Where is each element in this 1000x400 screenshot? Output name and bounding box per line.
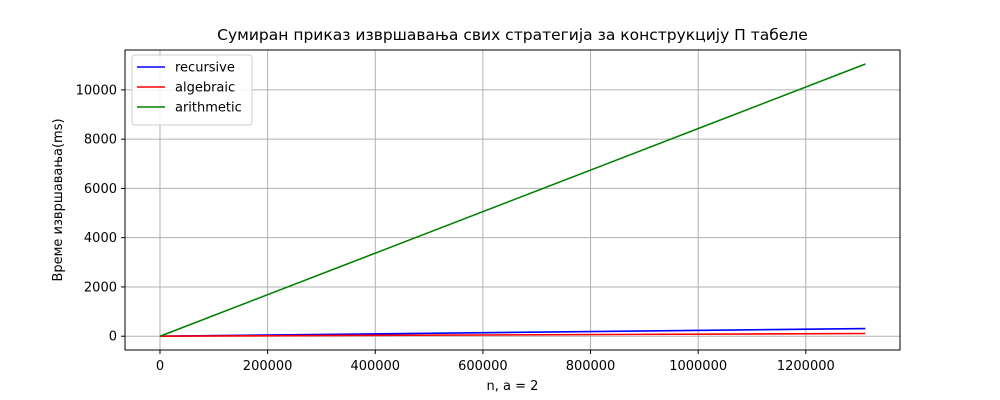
y-tick-label: 4000 <box>84 231 117 246</box>
axis-ticks: 0 200000 400000 600000 800000 1000000 1200000 0… <box>76 83 835 374</box>
y-tick-label: 2000 <box>84 280 117 295</box>
x-tick-label: 600000 <box>458 359 508 374</box>
plot-frame <box>124 49 901 351</box>
x-tick-label: 1200000 <box>777 359 835 374</box>
y-tick-label: 10000 <box>76 83 117 98</box>
y-tick-label: 0 <box>109 330 117 345</box>
legend-label-arithmetic: arithmetic <box>175 101 242 116</box>
series-line-algebraic <box>159 332 866 338</box>
x-axis-label: n, a = 2 <box>487 379 539 394</box>
legend-label-algebraic: algebraic <box>175 81 235 96</box>
y-axis-label: Време извршавања(ms) <box>51 118 66 281</box>
x-tick-label: 1000000 <box>669 359 727 374</box>
series-line-arithmetic <box>159 63 866 337</box>
x-tick-label: 0 <box>156 359 164 374</box>
legend: recursive algebraic arithmetic <box>131 54 253 126</box>
legend-label-recursive: recursive <box>175 61 235 76</box>
chart-title: Сумиран приказ извршавања свих стратегиј… <box>217 26 808 44</box>
x-tick-label: 400000 <box>350 359 400 374</box>
x-tick-label: 200000 <box>243 359 293 374</box>
y-tick-label: 6000 <box>84 182 117 197</box>
y-tick-label: 8000 <box>84 133 117 148</box>
x-tick-label: 800000 <box>566 359 616 374</box>
series-line-recursive <box>159 327 866 338</box>
plot-lines <box>159 63 866 338</box>
